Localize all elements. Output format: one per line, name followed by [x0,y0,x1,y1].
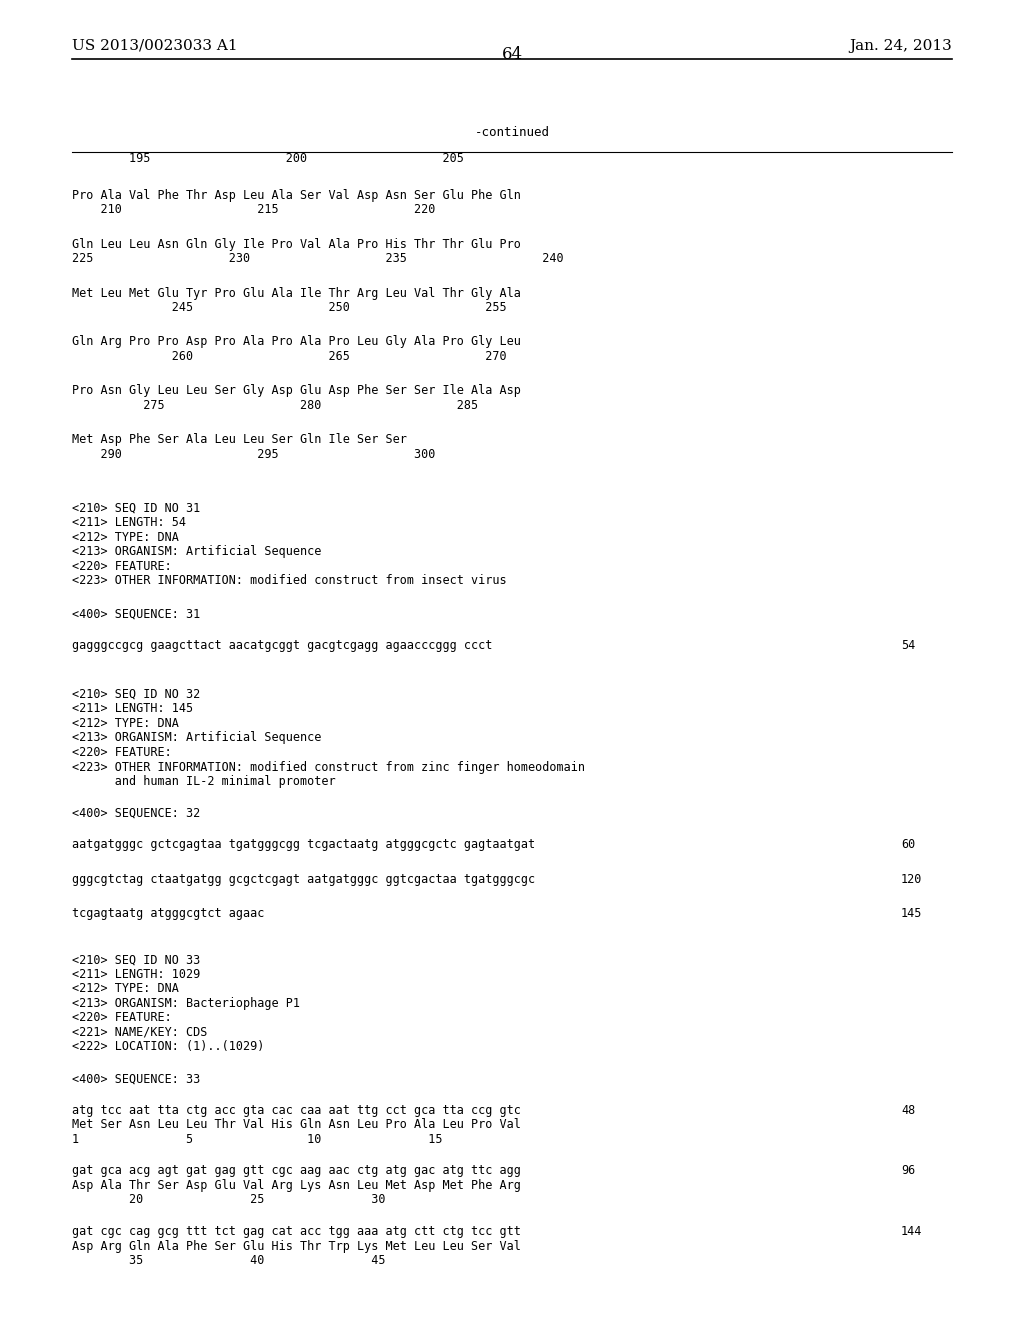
Text: 120: 120 [901,873,923,886]
Text: US 2013/0023033 A1: US 2013/0023033 A1 [72,38,238,53]
Text: <210> SEQ ID NO 31: <210> SEQ ID NO 31 [72,502,200,515]
Text: <211> LENGTH: 1029: <211> LENGTH: 1029 [72,968,200,981]
Text: 145: 145 [901,907,923,920]
Text: 1               5                10               15: 1 5 10 15 [72,1133,442,1146]
Text: <213> ORGANISM: Artificial Sequence: <213> ORGANISM: Artificial Sequence [72,545,322,558]
Text: <212> TYPE: DNA: <212> TYPE: DNA [72,717,178,730]
Text: -continued: -continued [474,125,550,139]
Text: <212> TYPE: DNA: <212> TYPE: DNA [72,531,178,544]
Text: 195                   200                   205: 195 200 205 [72,152,464,165]
Text: atg tcc aat tta ctg acc gta cac caa aat ttg cct gca tta ccg gtc: atg tcc aat tta ctg acc gta cac caa aat … [72,1104,520,1117]
Text: <213> ORGANISM: Artificial Sequence: <213> ORGANISM: Artificial Sequence [72,731,322,744]
Text: <221> NAME/KEY: CDS: <221> NAME/KEY: CDS [72,1026,207,1039]
Text: Jan. 24, 2013: Jan. 24, 2013 [850,38,952,53]
Text: <223> OTHER INFORMATION: modified construct from insect virus: <223> OTHER INFORMATION: modified constr… [72,574,506,587]
Text: 96: 96 [901,1164,915,1177]
Text: <222> LOCATION: (1)..(1029): <222> LOCATION: (1)..(1029) [72,1040,264,1053]
Text: <211> LENGTH: 145: <211> LENGTH: 145 [72,702,193,715]
Text: 245                   250                   255: 245 250 255 [72,301,506,314]
Text: gat gca acg agt gat gag gtt cgc aag aac ctg atg gac atg ttc agg: gat gca acg agt gat gag gtt cgc aag aac … [72,1164,520,1177]
Text: aatgatgggc gctcgagtaa tgatgggcgg tcgactaatg atgggcgctc gagtaatgat: aatgatgggc gctcgagtaa tgatgggcgg tcgacta… [72,838,535,851]
Text: gat cgc cag gcg ttt tct gag cat acc tgg aaa atg ctt ctg tcc gtt: gat cgc cag gcg ttt tct gag cat acc tgg … [72,1225,520,1238]
Text: Met Ser Asn Leu Leu Thr Val His Gln Asn Leu Pro Ala Leu Pro Val: Met Ser Asn Leu Leu Thr Val His Gln Asn … [72,1118,520,1131]
Text: <400> SEQUENCE: 32: <400> SEQUENCE: 32 [72,807,200,820]
Text: 35               40               45: 35 40 45 [72,1254,385,1267]
Text: 60: 60 [901,838,915,851]
Text: Met Asp Phe Ser Ala Leu Leu Ser Gln Ile Ser Ser: Met Asp Phe Ser Ala Leu Leu Ser Gln Ile … [72,433,407,446]
Text: tcgagtaatg atgggcgtct agaac: tcgagtaatg atgggcgtct agaac [72,907,264,920]
Text: Asp Ala Thr Ser Asp Glu Val Arg Lys Asn Leu Met Asp Met Phe Arg: Asp Ala Thr Ser Asp Glu Val Arg Lys Asn … [72,1179,520,1192]
Text: Gln Arg Pro Pro Asp Pro Ala Pro Ala Pro Leu Gly Ala Pro Gly Leu: Gln Arg Pro Pro Asp Pro Ala Pro Ala Pro … [72,335,520,348]
Text: <220> FEATURE:: <220> FEATURE: [72,560,171,573]
Text: Pro Asn Gly Leu Leu Ser Gly Asp Glu Asp Phe Ser Ser Ile Ala Asp: Pro Asn Gly Leu Leu Ser Gly Asp Glu Asp … [72,384,520,397]
Text: 20               25               30: 20 25 30 [72,1193,385,1206]
Text: <220> FEATURE:: <220> FEATURE: [72,746,171,759]
Text: <220> FEATURE:: <220> FEATURE: [72,1011,171,1024]
Text: 144: 144 [901,1225,923,1238]
Text: <400> SEQUENCE: 31: <400> SEQUENCE: 31 [72,607,200,620]
Text: Met Leu Met Glu Tyr Pro Glu Ala Ile Thr Arg Leu Val Thr Gly Ala: Met Leu Met Glu Tyr Pro Glu Ala Ile Thr … [72,286,520,300]
Text: <223> OTHER INFORMATION: modified construct from zinc finger homeodomain: <223> OTHER INFORMATION: modified constr… [72,760,585,774]
Text: and human IL-2 minimal promoter: and human IL-2 minimal promoter [72,775,335,788]
Text: 210                   215                   220: 210 215 220 [72,203,435,216]
Text: Gln Leu Leu Asn Gln Gly Ile Pro Val Ala Pro His Thr Thr Glu Pro: Gln Leu Leu Asn Gln Gly Ile Pro Val Ala … [72,238,520,251]
Text: Pro Ala Val Phe Thr Asp Leu Ala Ser Val Asp Asn Ser Glu Phe Gln: Pro Ala Val Phe Thr Asp Leu Ala Ser Val … [72,189,520,202]
Text: 225                   230                   235                   240: 225 230 235 240 [72,252,563,265]
Text: <210> SEQ ID NO 33: <210> SEQ ID NO 33 [72,953,200,966]
Text: <400> SEQUENCE: 33: <400> SEQUENCE: 33 [72,1072,200,1085]
Text: 54: 54 [901,639,915,652]
Text: gagggccgcg gaagcttact aacatgcggt gacgtcgagg agaacccggg ccct: gagggccgcg gaagcttact aacatgcggt gacgtcg… [72,639,493,652]
Text: <213> ORGANISM: Bacteriophage P1: <213> ORGANISM: Bacteriophage P1 [72,997,300,1010]
Text: 64: 64 [502,46,522,63]
Text: <210> SEQ ID NO 32: <210> SEQ ID NO 32 [72,688,200,701]
Text: 48: 48 [901,1104,915,1117]
Text: 290                   295                   300: 290 295 300 [72,447,435,461]
Text: <211> LENGTH: 54: <211> LENGTH: 54 [72,516,185,529]
Text: <212> TYPE: DNA: <212> TYPE: DNA [72,982,178,995]
Text: Asp Arg Gln Ala Phe Ser Glu His Thr Trp Lys Met Leu Leu Ser Val: Asp Arg Gln Ala Phe Ser Glu His Thr Trp … [72,1239,520,1253]
Text: 275                   280                   285: 275 280 285 [72,399,478,412]
Text: 260                   265                   270: 260 265 270 [72,350,506,363]
Text: gggcgtctag ctaatgatgg gcgctcgagt aatgatgggc ggtcgactaa tgatgggcgc: gggcgtctag ctaatgatgg gcgctcgagt aatgatg… [72,873,535,886]
